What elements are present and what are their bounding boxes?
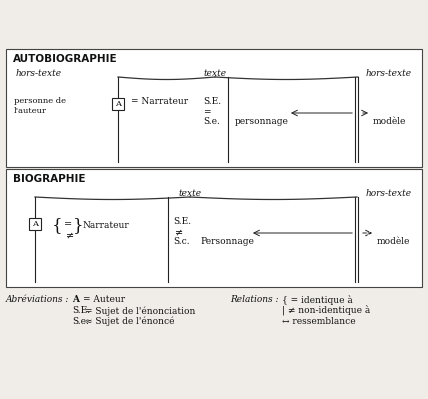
Text: ↔ ressemblance: ↔ ressemblance bbox=[282, 317, 356, 326]
Text: }: } bbox=[73, 217, 83, 234]
Text: Abréviations :: Abréviations : bbox=[6, 295, 69, 304]
Text: Narrateur: Narrateur bbox=[83, 221, 130, 230]
Text: hors-texte: hors-texte bbox=[16, 69, 62, 78]
Text: personnage: personnage bbox=[235, 117, 289, 126]
Text: A: A bbox=[115, 100, 121, 108]
Text: { = identique à: { = identique à bbox=[282, 295, 353, 305]
Text: texte: texte bbox=[203, 69, 226, 78]
Text: ≈ Sujet de l'énoncé: ≈ Sujet de l'énoncé bbox=[85, 317, 175, 326]
Text: {: { bbox=[52, 217, 62, 234]
Text: S.E.: S.E. bbox=[203, 97, 221, 106]
Bar bbox=[6, 169, 422, 287]
Text: S.E.: S.E. bbox=[173, 217, 191, 226]
Text: personne de: personne de bbox=[14, 97, 66, 105]
Text: = Sujet de l'énonciation: = Sujet de l'énonciation bbox=[85, 306, 195, 316]
Text: AUTOBIOGRAPHIE: AUTOBIOGRAPHIE bbox=[13, 54, 118, 64]
Bar bbox=[29, 218, 41, 230]
Text: S.e.: S.e. bbox=[72, 317, 89, 326]
Text: S.c.: S.c. bbox=[173, 237, 190, 246]
Text: =: = bbox=[203, 108, 211, 117]
Bar bbox=[6, 49, 422, 167]
Bar bbox=[112, 98, 124, 110]
Text: hors-texte: hors-texte bbox=[366, 189, 412, 198]
Text: hors-texte: hors-texte bbox=[366, 69, 412, 78]
Text: modèle: modèle bbox=[377, 237, 410, 246]
Text: = Auteur: = Auteur bbox=[83, 295, 125, 304]
Text: A: A bbox=[32, 220, 38, 228]
Text: | ≠ non-identique à: | ≠ non-identique à bbox=[282, 306, 370, 316]
Text: =: = bbox=[64, 220, 72, 229]
Text: l'auteur: l'auteur bbox=[14, 107, 47, 115]
Text: texte: texte bbox=[178, 189, 202, 198]
Text: $\neq$: $\neq$ bbox=[64, 231, 75, 241]
Text: S.E.: S.E. bbox=[72, 306, 90, 315]
Text: Personnage: Personnage bbox=[200, 237, 254, 246]
Text: modèle: modèle bbox=[373, 117, 406, 126]
Text: A: A bbox=[72, 295, 79, 304]
Text: BIOGRAPHIE: BIOGRAPHIE bbox=[13, 174, 86, 184]
Text: = Narrateur: = Narrateur bbox=[131, 97, 188, 106]
Text: Relations :: Relations : bbox=[230, 295, 279, 304]
Text: $\neq$: $\neq$ bbox=[173, 228, 184, 238]
Text: S.e.: S.e. bbox=[203, 117, 220, 126]
